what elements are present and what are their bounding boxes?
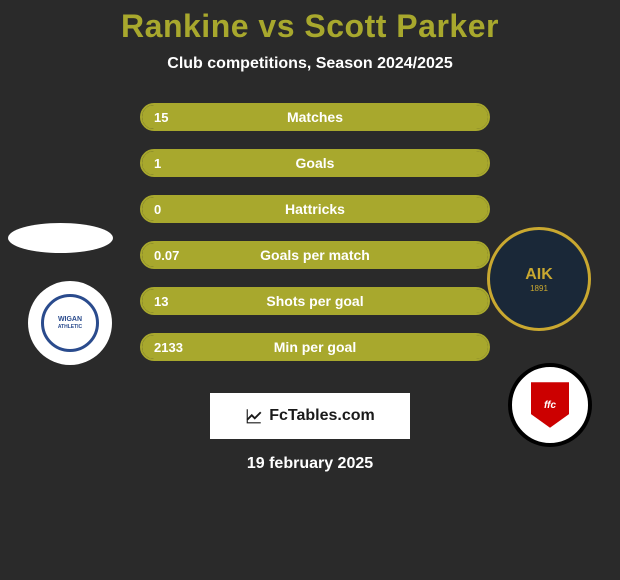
club-badge-aik: AIK 1891 — [487, 227, 591, 331]
comparison-card: Rankine vs Scott Parker Club competition… — [0, 0, 620, 580]
stat-label: Goals — [296, 155, 335, 171]
stat-value-left: 2133 — [154, 340, 183, 355]
stat-label: Min per goal — [274, 339, 356, 355]
stat-row: 0.07 Goals per match — [140, 241, 490, 269]
wigan-crest: WIGAN ATHLETIC — [41, 294, 100, 353]
club-badge-placeholder — [8, 223, 113, 253]
stat-row: 15 Matches — [140, 103, 490, 131]
stat-value-left: 0 — [154, 202, 161, 217]
club-badge-wigan: WIGAN ATHLETIC — [28, 281, 112, 365]
branding-bar: FcTables.com — [210, 393, 410, 439]
aik-crest: AIK 1891 — [525, 266, 553, 293]
stat-label: Shots per goal — [266, 293, 363, 309]
branding-text: FcTables.com — [269, 407, 375, 425]
fulham-text: ffc — [544, 400, 556, 411]
stat-label: Goals per match — [260, 247, 370, 263]
date-label: 19 february 2025 — [247, 455, 373, 473]
stat-label: Hattricks — [285, 201, 345, 217]
stat-row: 0 Hattricks — [140, 195, 490, 223]
stat-row: 2133 Min per goal — [140, 333, 490, 361]
stats-area: WIGAN ATHLETIC AIK 1891 ffc 15Matches1Go… — [0, 103, 620, 373]
aik-year: 1891 — [525, 284, 553, 293]
page-title: Rankine vs Scott Parker — [121, 8, 499, 45]
stat-value-left: 13 — [154, 294, 168, 309]
stat-value-left: 1 — [154, 156, 161, 171]
club-badge-fulham: ffc — [508, 363, 592, 447]
stat-label: Matches — [287, 109, 343, 125]
wigan-text-top: WIGAN — [58, 316, 82, 323]
stat-value-left: 15 — [154, 110, 168, 125]
fulham-shield: ffc — [531, 382, 569, 428]
chart-icon — [245, 407, 263, 425]
aik-text: AIK — [525, 266, 553, 284]
stat-value-left: 0.07 — [154, 248, 179, 263]
stat-row: 13 Shots per goal — [140, 287, 490, 315]
subtitle: Club competitions, Season 2024/2025 — [167, 55, 452, 73]
stat-row: 1 Goals — [140, 149, 490, 177]
wigan-text-bottom: ATHLETIC — [58, 325, 82, 330]
